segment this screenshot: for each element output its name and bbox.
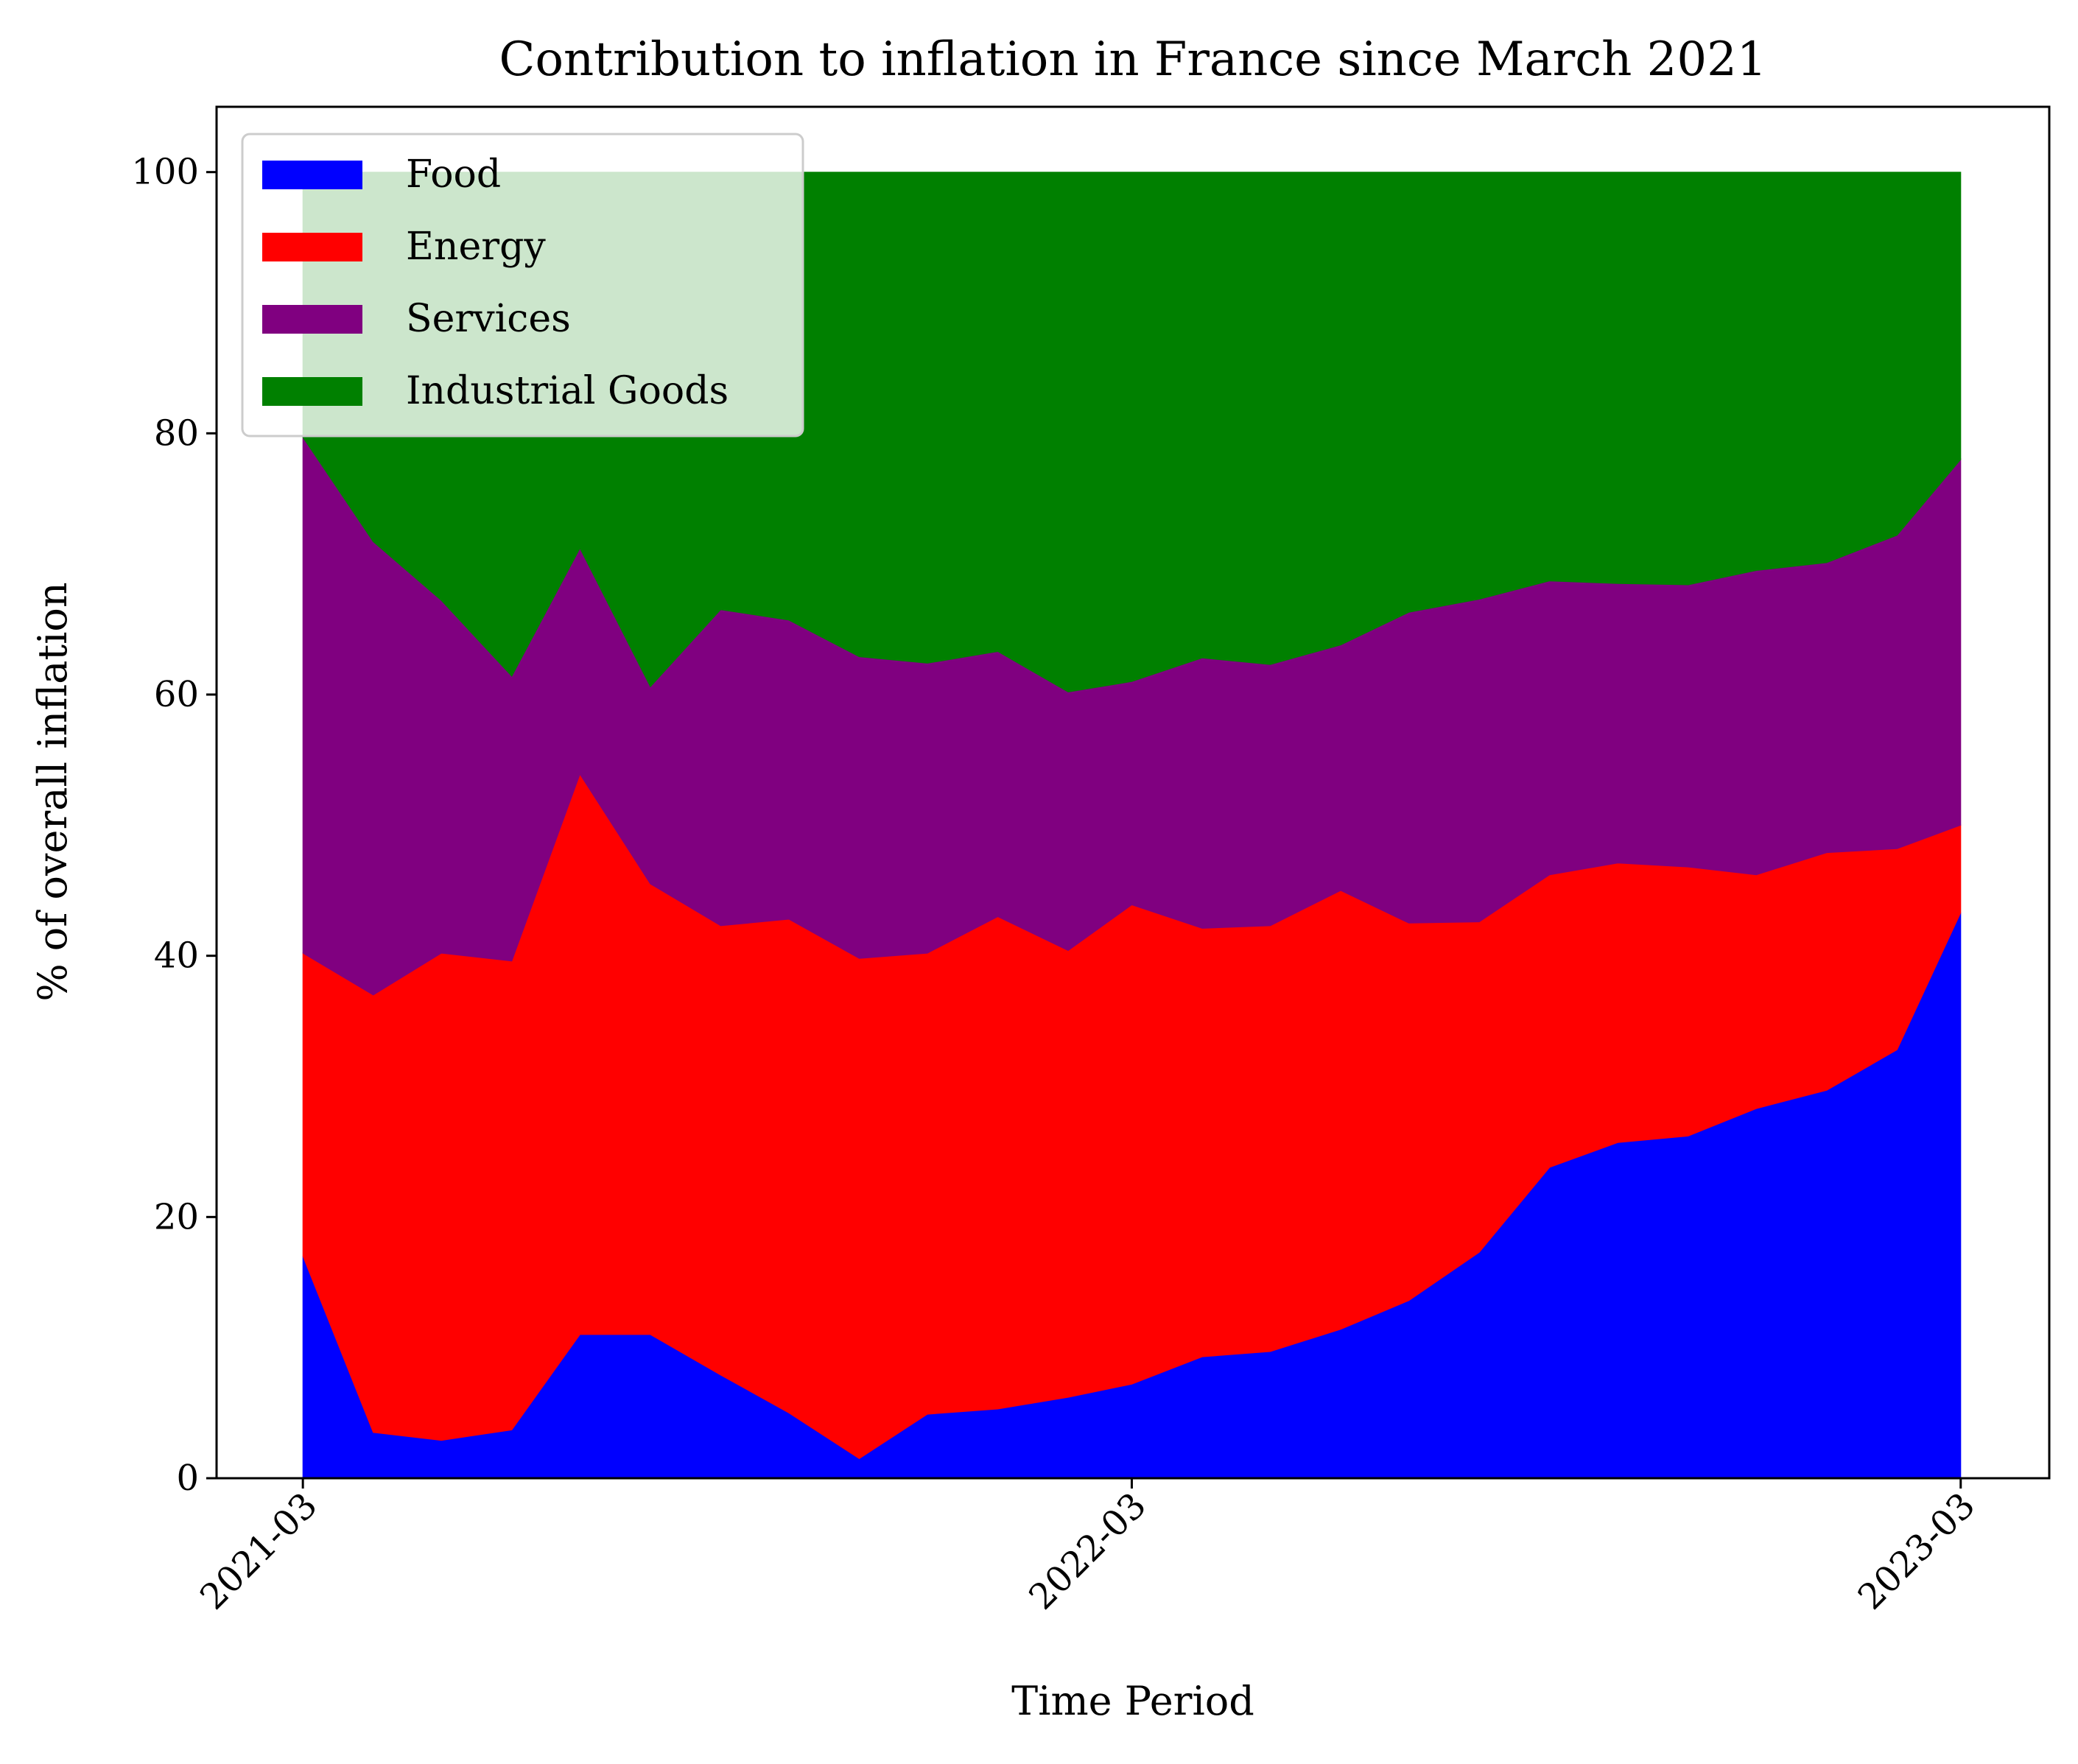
y-axis-label: % of overall inflation xyxy=(29,582,76,1001)
x-axis-label: Time Period xyxy=(1011,1678,1254,1724)
y-tick-label: 60 xyxy=(154,674,199,715)
legend-label: Industrial Goods xyxy=(406,369,729,413)
chart-title: Contribution to inflation in France sinc… xyxy=(499,32,1767,87)
legend: Food Energy Services Industrial Goods xyxy=(241,133,804,438)
y-tick-label: 80 xyxy=(154,412,199,454)
y-tick-label: 0 xyxy=(176,1458,199,1499)
legend-box xyxy=(241,133,804,438)
legend-swatch xyxy=(262,233,362,261)
legend-label: Food xyxy=(406,152,501,197)
y-axis: 0 20 40 60 80 100 xyxy=(131,152,217,1499)
legend-label: Services xyxy=(406,297,571,341)
plot-frame xyxy=(215,105,2051,1480)
y-tick-label: 20 xyxy=(154,1196,199,1237)
legend-swatch xyxy=(262,305,362,334)
y-tick-label: 40 xyxy=(154,935,199,977)
legend-swatch xyxy=(262,377,362,406)
legend-swatch xyxy=(262,161,362,189)
y-tick-label: 100 xyxy=(131,152,199,193)
legend-label: Energy xyxy=(406,225,546,269)
